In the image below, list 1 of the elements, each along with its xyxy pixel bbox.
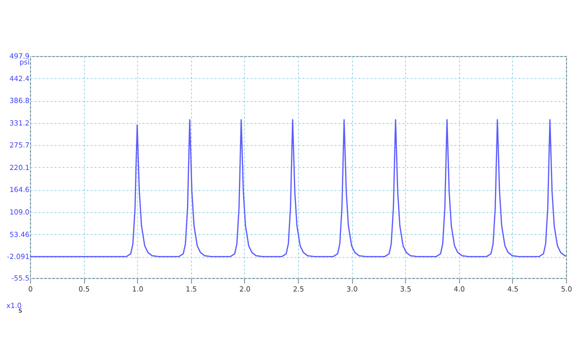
line-series <box>30 119 566 258</box>
